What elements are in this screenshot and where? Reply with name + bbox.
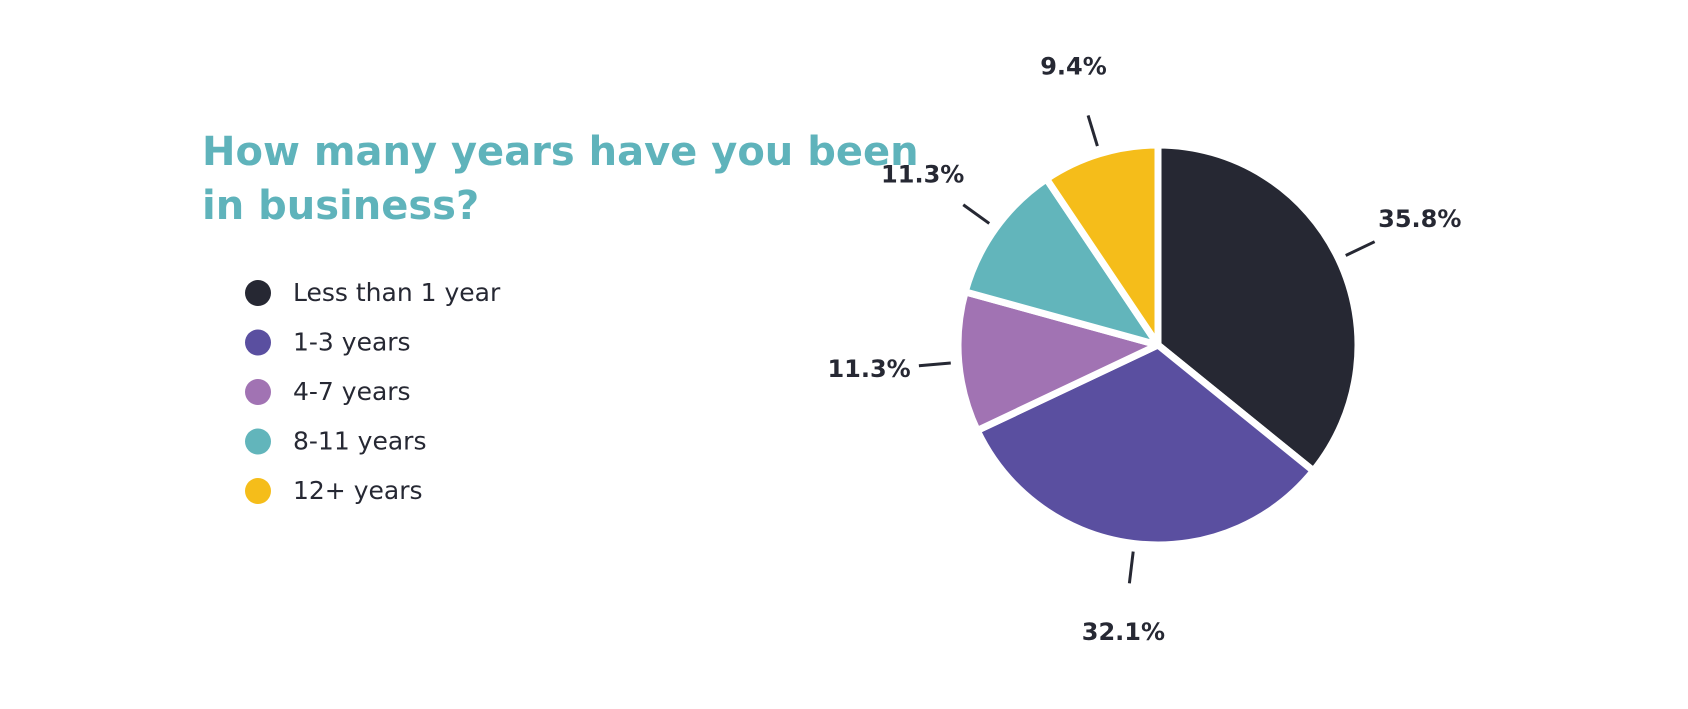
pie-slice (1043, 141, 1162, 349)
pie-slice (1154, 141, 1362, 475)
legend-label: 4-7 years (293, 377, 411, 406)
legend-swatch (245, 379, 271, 405)
legend-label: Less than 1 year (293, 278, 501, 307)
legend-label: 12+ years (293, 476, 423, 505)
value-label: 11.3% (827, 355, 910, 383)
legend-swatch (245, 428, 271, 455)
value-label: 11.3% (881, 161, 964, 189)
value-label: 35.8% (1378, 205, 1461, 233)
leader-line (918, 361, 951, 368)
pie-slice (961, 175, 1162, 349)
leader-line (1127, 551, 1135, 584)
chart-title: How many years have you been in business? (202, 129, 919, 229)
legend-swatch (245, 280, 271, 306)
value-label: 9.4% (1040, 53, 1107, 81)
leader-line (1345, 240, 1376, 257)
pie-slice (954, 288, 1162, 435)
legend-swatch (245, 478, 271, 504)
title-line: How many years have you been (202, 129, 919, 175)
legend-label: 8-11 years (293, 427, 426, 456)
title-line: in business? (202, 183, 479, 229)
legend-swatch (245, 329, 271, 356)
leader-line (1086, 114, 1099, 147)
leader-line (962, 203, 991, 225)
value-label: 32.1% (1082, 618, 1165, 646)
pie-slice (973, 341, 1317, 549)
legend-label: 1-3 years (293, 328, 411, 357)
